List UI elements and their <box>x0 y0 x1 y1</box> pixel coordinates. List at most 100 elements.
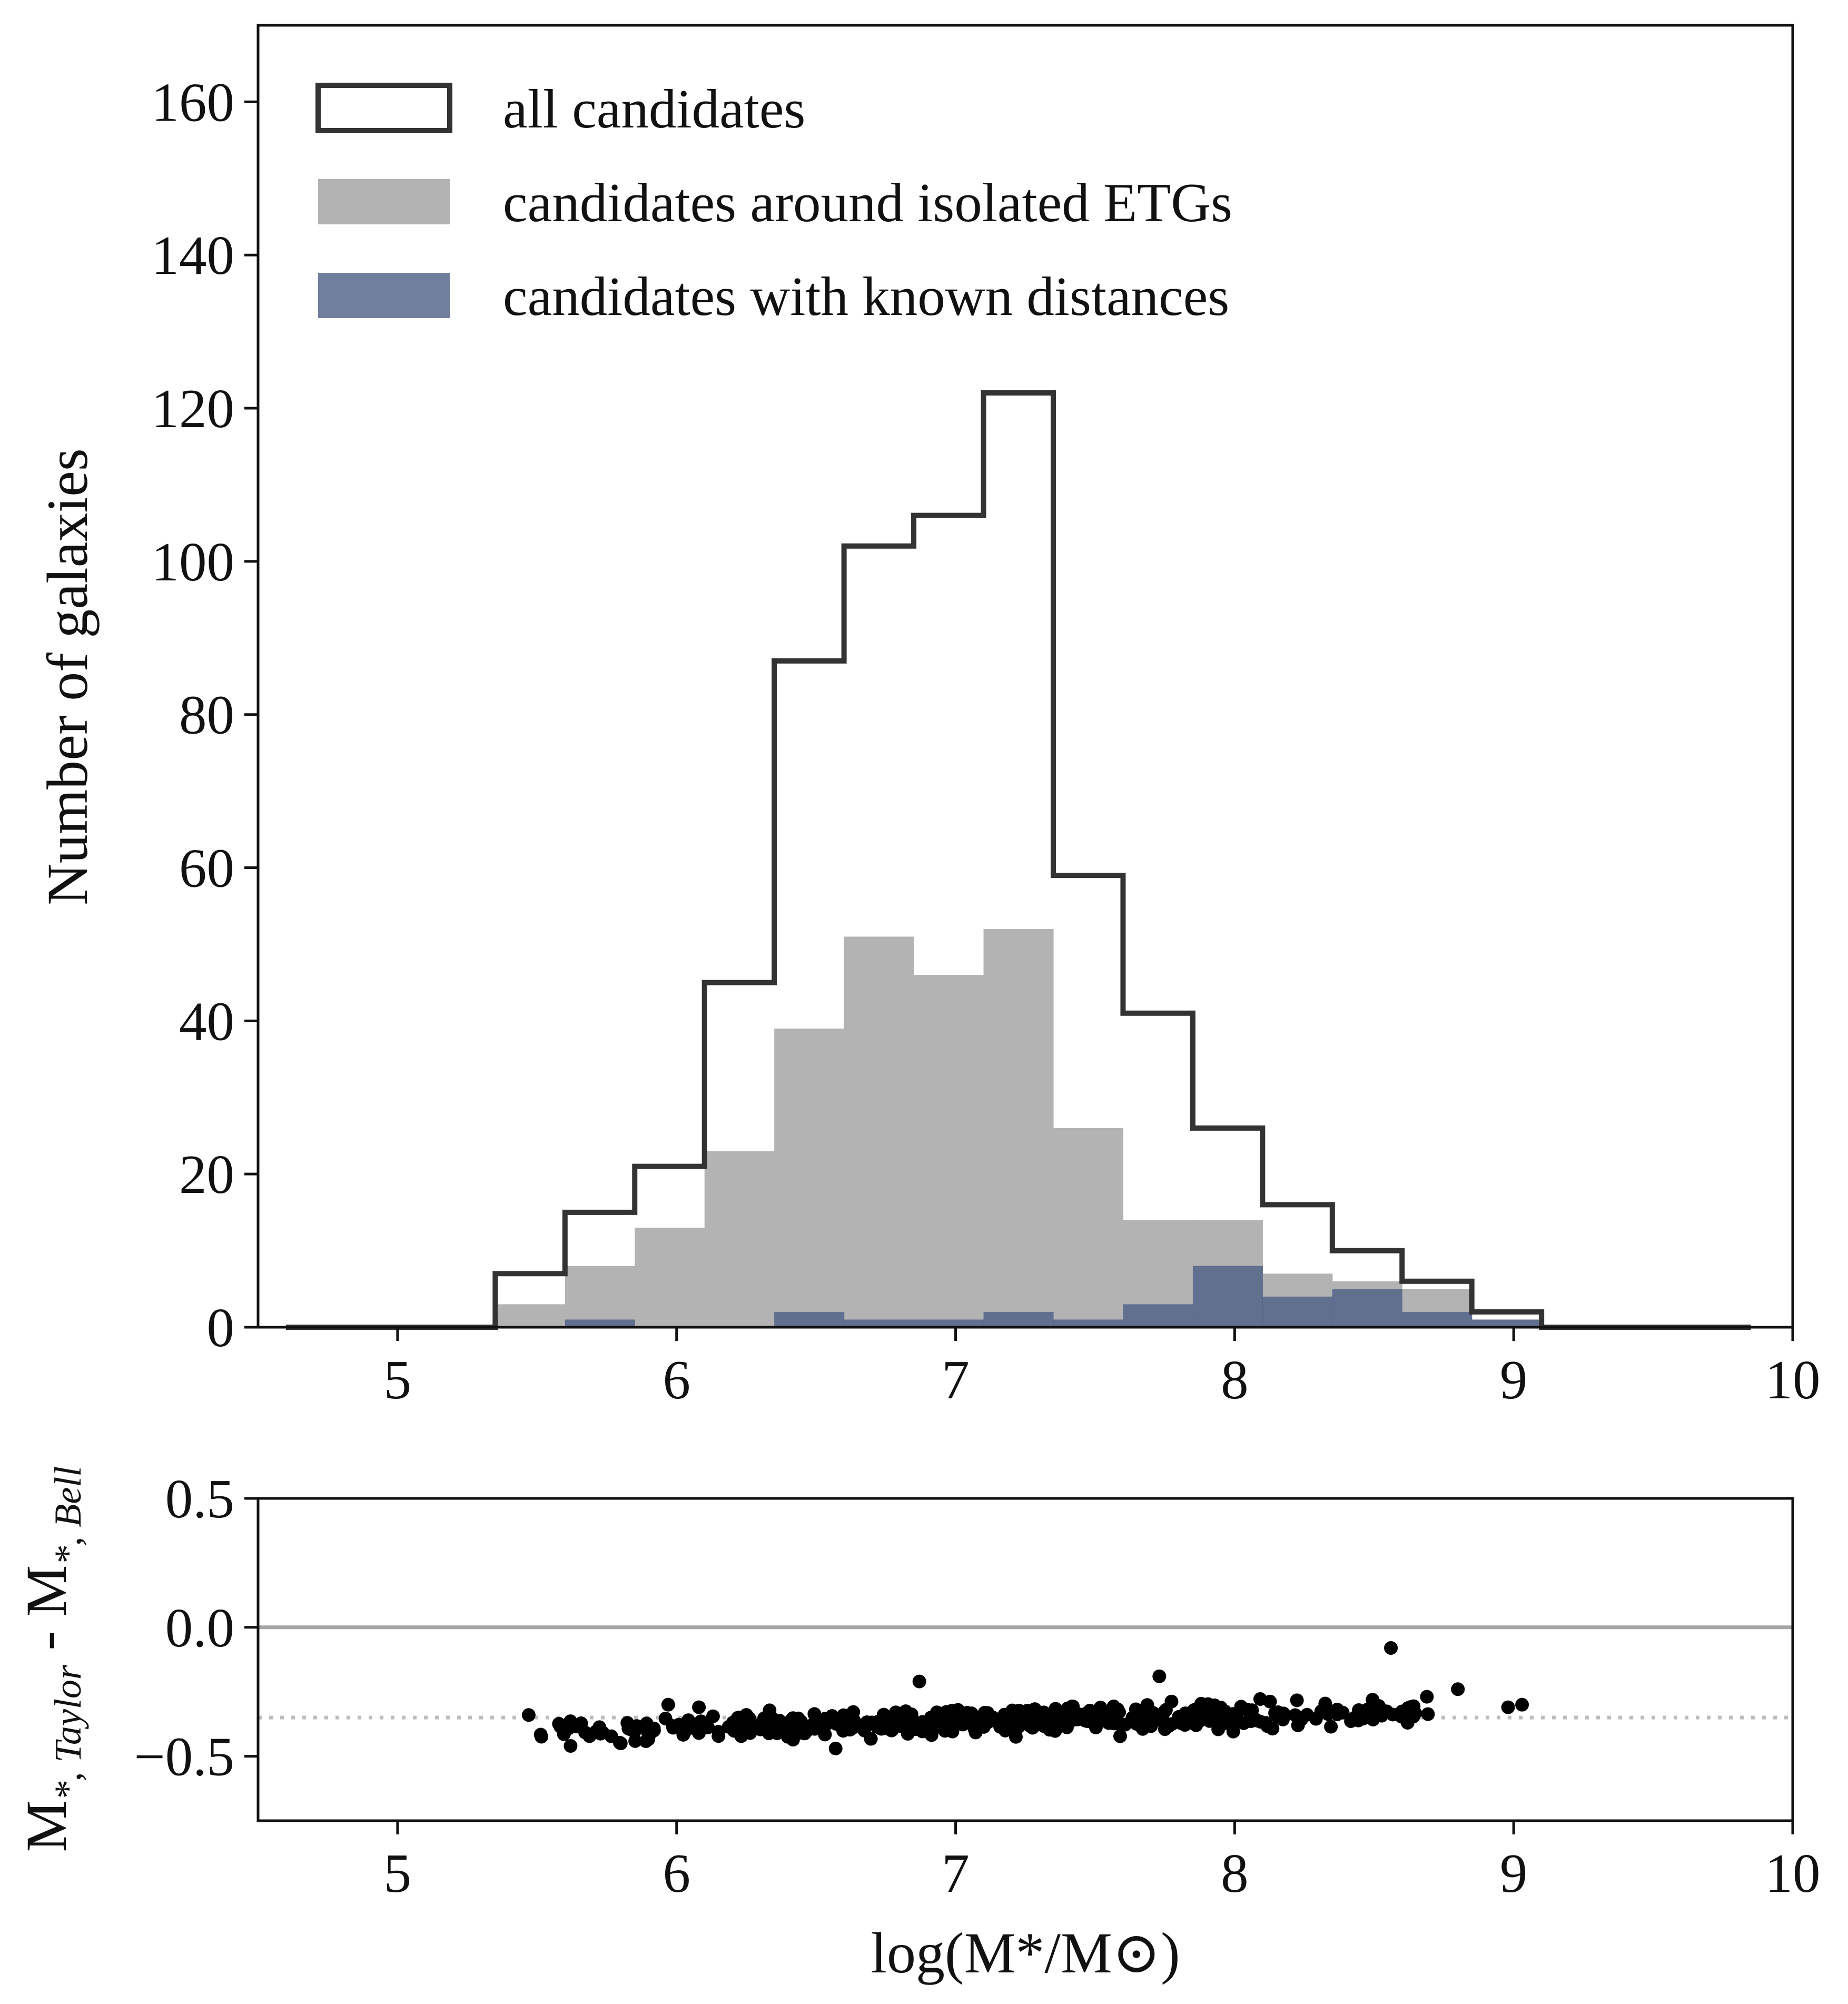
hist-x-tick-label: 7 <box>942 1349 970 1410</box>
resid-x-tick-label: 7 <box>942 1842 970 1904</box>
residual-point <box>1244 1706 1259 1720</box>
residual-point <box>1024 1719 1038 1733</box>
hist-isolated-etg-bars <box>495 929 1542 1327</box>
hist-y-tick-label: 40 <box>179 990 234 1052</box>
residual-point <box>1290 1693 1304 1707</box>
residual-point <box>1260 1719 1274 1733</box>
hist-bar-isolated-etg <box>844 936 914 1327</box>
resid-x-tick-label: 10 <box>1765 1842 1821 1904</box>
residual-point <box>1268 1706 1282 1720</box>
residual-point <box>1421 1707 1435 1721</box>
legend-label-all-candidates: all candidates <box>503 78 805 140</box>
hist-bar-known-distance <box>1262 1296 1333 1327</box>
hist-x-tick-label: 10 <box>1765 1349 1821 1410</box>
residual-point <box>1078 1713 1092 1727</box>
residual-point <box>1027 1702 1042 1716</box>
residual-point <box>666 1719 680 1733</box>
residual-point <box>1191 1706 1205 1720</box>
residual-point <box>1174 1711 1188 1725</box>
legend-label-known-distances: candidates with known distances <box>503 265 1229 327</box>
residual-point <box>574 1716 588 1731</box>
hist-bar-isolated-etg <box>635 1227 705 1327</box>
hist-bar-known-distance <box>1471 1319 1542 1327</box>
residual-point <box>857 1723 872 1738</box>
residual-point <box>1125 1711 1140 1725</box>
residual-point <box>763 1703 777 1717</box>
resid-y-label-m1: M <box>14 1801 78 1852</box>
hist-x-tick-label: 5 <box>384 1349 412 1410</box>
legend: all candidates candidates around isolate… <box>315 78 1232 327</box>
residual-point <box>1066 1699 1080 1713</box>
legend-label-isolated-etgs: candidates around isolated ETGs <box>503 172 1232 233</box>
hist-all-candidates-step <box>285 390 1751 1330</box>
hist-y-tick-label: 80 <box>179 684 234 746</box>
residual-point <box>1324 1720 1338 1734</box>
residual-point <box>1111 1702 1125 1716</box>
hist-bar-known-distance <box>1053 1319 1124 1327</box>
hist-bar-known-distance <box>1123 1304 1193 1327</box>
residual-point <box>1375 1709 1389 1723</box>
residual-point <box>1451 1682 1465 1696</box>
resid-x-tick-label: 9 <box>1500 1842 1528 1904</box>
legend-swatch-all-candidates <box>315 83 452 133</box>
hist-y-tick-label: 100 <box>152 531 235 593</box>
hist-bar-known-distance <box>774 1311 845 1327</box>
resid-y-axis-label: M*, Taylor - M*, Bell <box>14 1466 89 1852</box>
hist-y-axis-label: Number of galaxies <box>35 448 100 905</box>
hist-bar-known-distance <box>1192 1266 1263 1327</box>
hist-x-tick-label: 9 <box>1500 1349 1528 1410</box>
residual-point <box>554 1720 568 1734</box>
residual-point <box>786 1711 800 1725</box>
residual-point <box>1056 1710 1070 1724</box>
resid-y-label-m2: M <box>14 1565 78 1617</box>
resid-x-tick-label: 8 <box>1221 1842 1249 1904</box>
resid-x-tick-label: 5 <box>384 1842 412 1904</box>
legend-swatch-known-distances <box>318 273 450 318</box>
resid-x-tick-label: 6 <box>663 1842 690 1904</box>
hist-x-tick-label: 6 <box>663 1349 690 1410</box>
hist-bar-known-distance <box>844 1319 914 1327</box>
residual-point <box>1330 1707 1344 1722</box>
hist-y-tick-label: 60 <box>179 837 234 899</box>
residual-point <box>951 1705 965 1719</box>
resid-y-ticks: 0.5 0.0 −0.5 <box>134 1468 258 1788</box>
residual-point <box>980 1710 994 1724</box>
residual-point <box>818 1727 832 1742</box>
residual-point <box>912 1674 926 1689</box>
hist-y-tick-label: 160 <box>152 71 235 133</box>
resid-y-label-minus: - <box>14 1616 78 1665</box>
hist-bar-known-distance <box>914 1319 984 1327</box>
residual-point <box>1357 1704 1371 1719</box>
residual-point <box>630 1719 644 1733</box>
residual-point <box>888 1705 903 1720</box>
resid-y-label-sub2: *, Bell <box>47 1466 89 1565</box>
residual-point <box>1309 1712 1323 1726</box>
hist-bar-isolated-etg <box>495 1304 566 1327</box>
residual-point <box>1113 1729 1127 1743</box>
hist-bar-isolated-etg <box>914 975 984 1327</box>
hist-known-distance-bars <box>565 1266 1542 1327</box>
residual-point <box>596 1725 610 1740</box>
hist-bar-isolated-etg <box>983 929 1054 1327</box>
residual-point <box>1189 1718 1203 1732</box>
residual-point <box>711 1725 726 1739</box>
hist-y-tick-label: 120 <box>152 378 235 439</box>
resid-y-tick-label: 0.0 <box>165 1597 234 1659</box>
residual-point <box>740 1717 754 1731</box>
residual-point <box>828 1741 843 1755</box>
residual-point <box>1107 1716 1121 1731</box>
residual-point <box>661 1697 675 1712</box>
hist-bar-known-distance <box>565 1319 635 1327</box>
hist-x-tick-label: 8 <box>1221 1349 1249 1410</box>
hist-bar-isolated-etg <box>704 1151 775 1327</box>
residual-point <box>1289 1709 1303 1723</box>
residual-point <box>1384 1641 1398 1655</box>
histogram-panel: 5 6 7 8 9 10 0 20 40 60 80 100 120 140 160 Number of … <box>35 24 1821 1410</box>
residual-point <box>727 1724 742 1738</box>
residual-point <box>1143 1706 1158 1720</box>
hist-bar-known-distance <box>983 1311 1054 1327</box>
residual-point <box>647 1723 661 1738</box>
residual-point <box>1253 1692 1267 1706</box>
residual-point <box>1009 1730 1023 1744</box>
residual-point <box>1159 1703 1173 1717</box>
